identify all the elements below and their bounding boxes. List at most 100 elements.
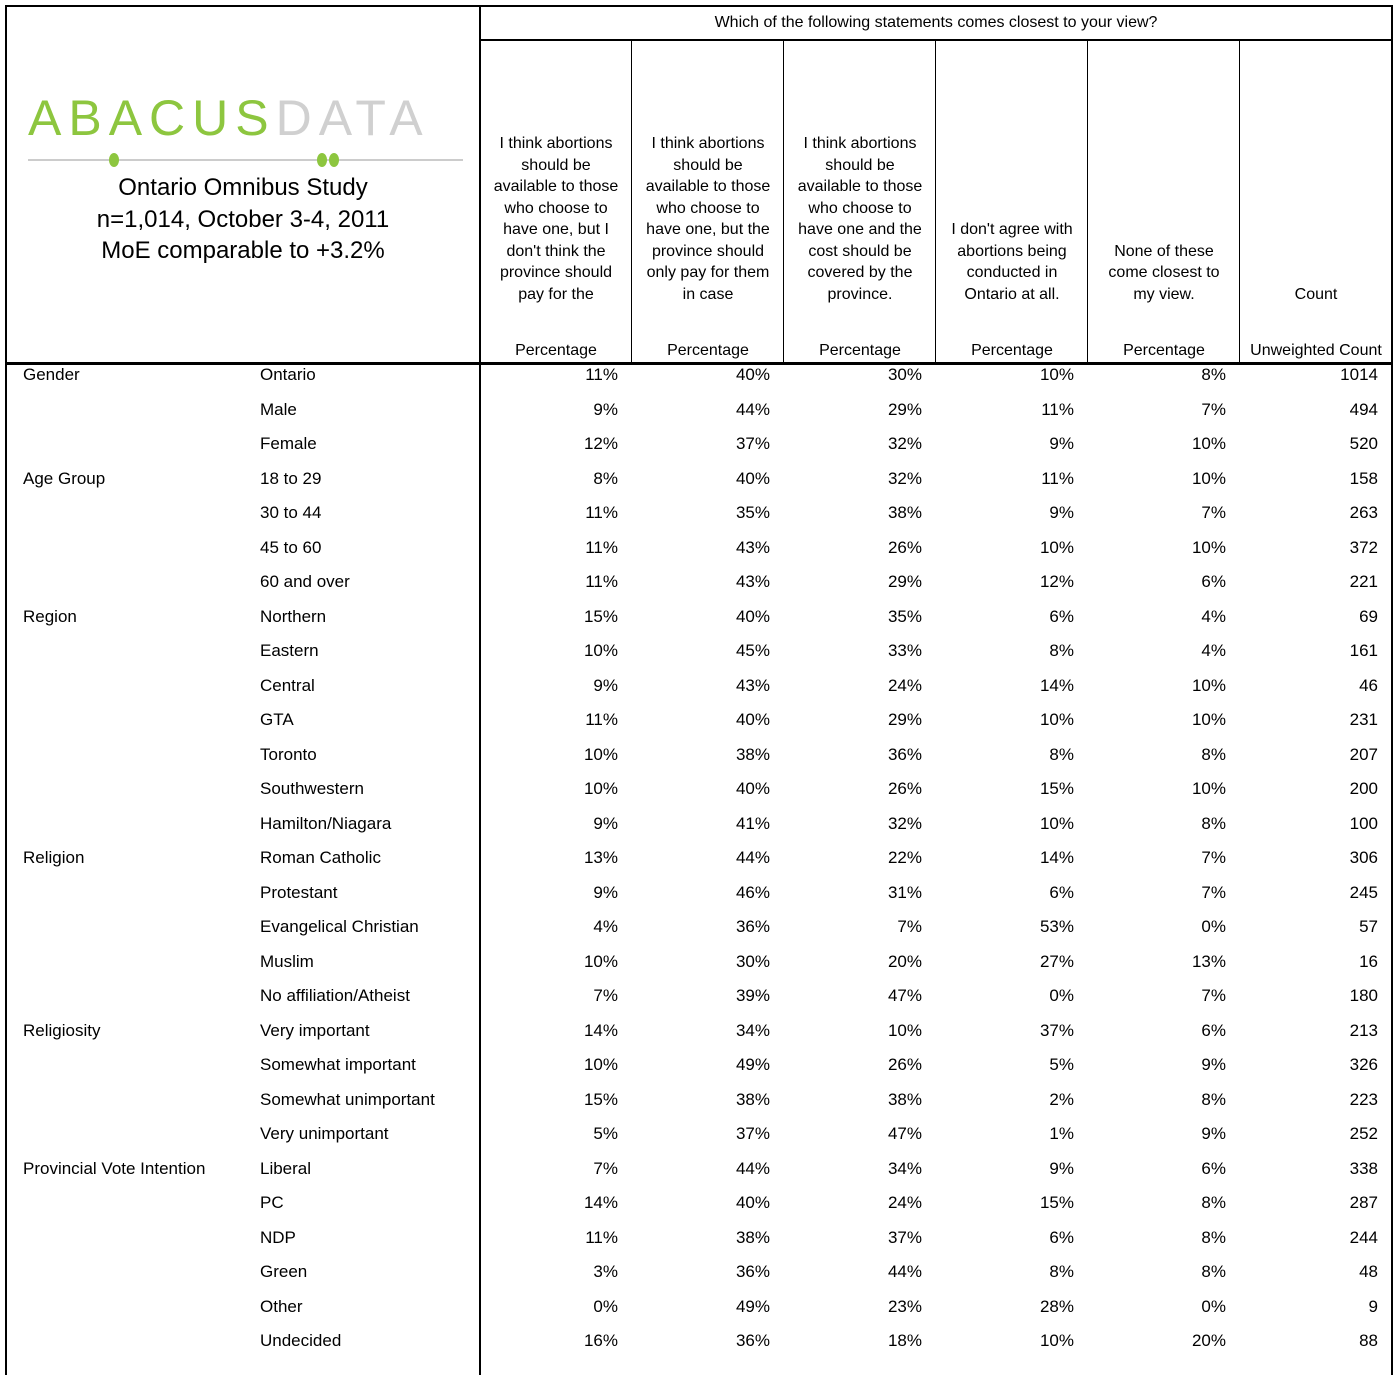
row-label: Very important — [260, 1020, 370, 1040]
cell-value: 10% — [1191, 675, 1226, 695]
cell-value: 34% — [887, 1158, 922, 1178]
cell-value: 88 — [1359, 1331, 1378, 1350]
column-header: I think abortions should be available to… — [645, 135, 771, 303]
cell-value: 372 — [1349, 537, 1378, 557]
cell-value: 40% — [735, 710, 770, 729]
cell-value: 0% — [1049, 986, 1074, 1005]
cell-value: 37% — [735, 434, 770, 453]
cell-value: 26% — [887, 779, 922, 798]
cell-value: 180 — [1349, 986, 1378, 1005]
cell-value: 14% — [1039, 675, 1074, 695]
cell-value: 39% — [735, 986, 770, 1005]
cell-value: 1% — [1049, 1124, 1074, 1143]
cell-value: 0% — [1201, 1296, 1226, 1316]
cell-value: 44% — [735, 399, 770, 419]
column-header: I think abortions should be available to… — [797, 135, 923, 303]
row-label: Male — [260, 399, 297, 419]
cell-value: 40% — [735, 606, 770, 626]
cell-value: 38% — [735, 744, 770, 764]
cell-value: 8% — [1201, 1262, 1226, 1281]
cell-value: 158 — [1349, 468, 1378, 488]
cell-value: 10% — [1191, 434, 1226, 453]
cell-value: 57 — [1359, 917, 1378, 936]
cell-value: 32% — [887, 468, 922, 488]
cell-value: 11% — [585, 1227, 618, 1247]
column-line — [783, 40, 784, 363]
row-group: Region — [23, 606, 77, 626]
row-label: Hamilton/Niagara — [260, 813, 392, 833]
cell-value: 16 — [1359, 951, 1378, 971]
cell-value: 20% — [1191, 1331, 1226, 1350]
cell-value: 11% — [585, 710, 618, 729]
cell-value: 9% — [1049, 1158, 1074, 1178]
cell-value: 47% — [887, 986, 922, 1005]
cell-value: 48 — [1359, 1262, 1378, 1281]
cell-value: 24% — [887, 1193, 922, 1212]
cell-value: 35% — [887, 606, 922, 626]
cell-value: 43% — [735, 572, 770, 591]
cell-value: 520 — [1349, 434, 1378, 453]
cell-value: 34% — [735, 1020, 770, 1040]
cell-value: 7% — [1201, 848, 1226, 867]
cell-value: 7% — [593, 986, 618, 1005]
row-label: 30 to 44 — [260, 503, 322, 522]
cell-value: 15% — [583, 606, 618, 626]
cell-value: 16% — [583, 1331, 618, 1350]
cell-value: 0% — [1201, 917, 1226, 936]
cell-value: 29% — [887, 710, 922, 729]
column-subheader: Percentage — [667, 341, 749, 359]
cell-value: 38% — [735, 1089, 770, 1109]
row-label: Green — [260, 1262, 308, 1281]
cell-value: 10% — [1039, 1331, 1074, 1350]
cell-value: 10% — [1191, 710, 1226, 729]
row-group: Provincial Vote Intention — [23, 1158, 206, 1178]
cell-value: 9% — [1049, 503, 1074, 522]
cell-value: 43% — [735, 537, 770, 557]
study-line: Ontario Omnibus Study — [118, 174, 368, 201]
cell-value: 161 — [1349, 641, 1378, 660]
column-subheader: Percentage — [971, 341, 1053, 359]
cell-value: 10% — [1039, 710, 1074, 729]
study-info: Ontario Omnibus Study n=1,014, October 3-… — [7, 172, 479, 267]
cell-value: 31% — [887, 882, 922, 902]
column-subheader: Percentage — [819, 341, 901, 359]
cell-value: 69 — [1359, 606, 1378, 626]
cell-value: 8% — [1201, 1193, 1226, 1212]
cell-value: 11% — [1041, 468, 1074, 488]
cell-value: 24% — [887, 675, 922, 695]
column-subheader: Unweighted Count — [1250, 341, 1382, 359]
cell-value: 9% — [1201, 1055, 1226, 1074]
row-label: Toronto — [260, 744, 317, 764]
cell-value: 43% — [735, 675, 770, 695]
column-header: Count — [1294, 285, 1338, 303]
cell-value: 15% — [1039, 779, 1074, 798]
cell-value: 244 — [1349, 1227, 1378, 1247]
cell-value: 9 — [1368, 1296, 1378, 1316]
cell-value: 53% — [1039, 917, 1074, 936]
cell-value: 231 — [1349, 710, 1378, 729]
row-label: PC — [260, 1193, 284, 1212]
cell-value: 4% — [593, 917, 618, 936]
column-header: None of these come closest to my view. — [1108, 242, 1220, 303]
row-label: NDP — [260, 1227, 296, 1247]
cell-value: 46% — [735, 882, 770, 902]
cell-value: 12% — [583, 434, 618, 453]
cell-value: 37% — [735, 1124, 770, 1143]
cell-value: 38% — [735, 1227, 770, 1247]
cell-value: 7% — [1201, 503, 1226, 522]
cell-value: 44% — [735, 848, 770, 867]
cell-value: 9% — [1049, 434, 1074, 453]
row-label: Other — [260, 1296, 303, 1316]
row-label: Muslim — [260, 951, 314, 971]
cell-value: 10% — [1191, 468, 1226, 488]
cell-value: 37% — [1039, 1020, 1074, 1040]
column-header: I don't agree with abortions being condu… — [951, 221, 1073, 303]
cell-value: 11% — [1041, 399, 1074, 419]
cell-value: 10% — [1191, 779, 1226, 798]
row-label: 18 to 29 — [260, 468, 322, 488]
row-group: Religion — [23, 848, 85, 867]
cell-value: 15% — [583, 1089, 618, 1109]
cell-value: 26% — [887, 537, 922, 557]
row-label: Southwestern — [260, 779, 364, 798]
cell-value: 6% — [1201, 1020, 1226, 1040]
